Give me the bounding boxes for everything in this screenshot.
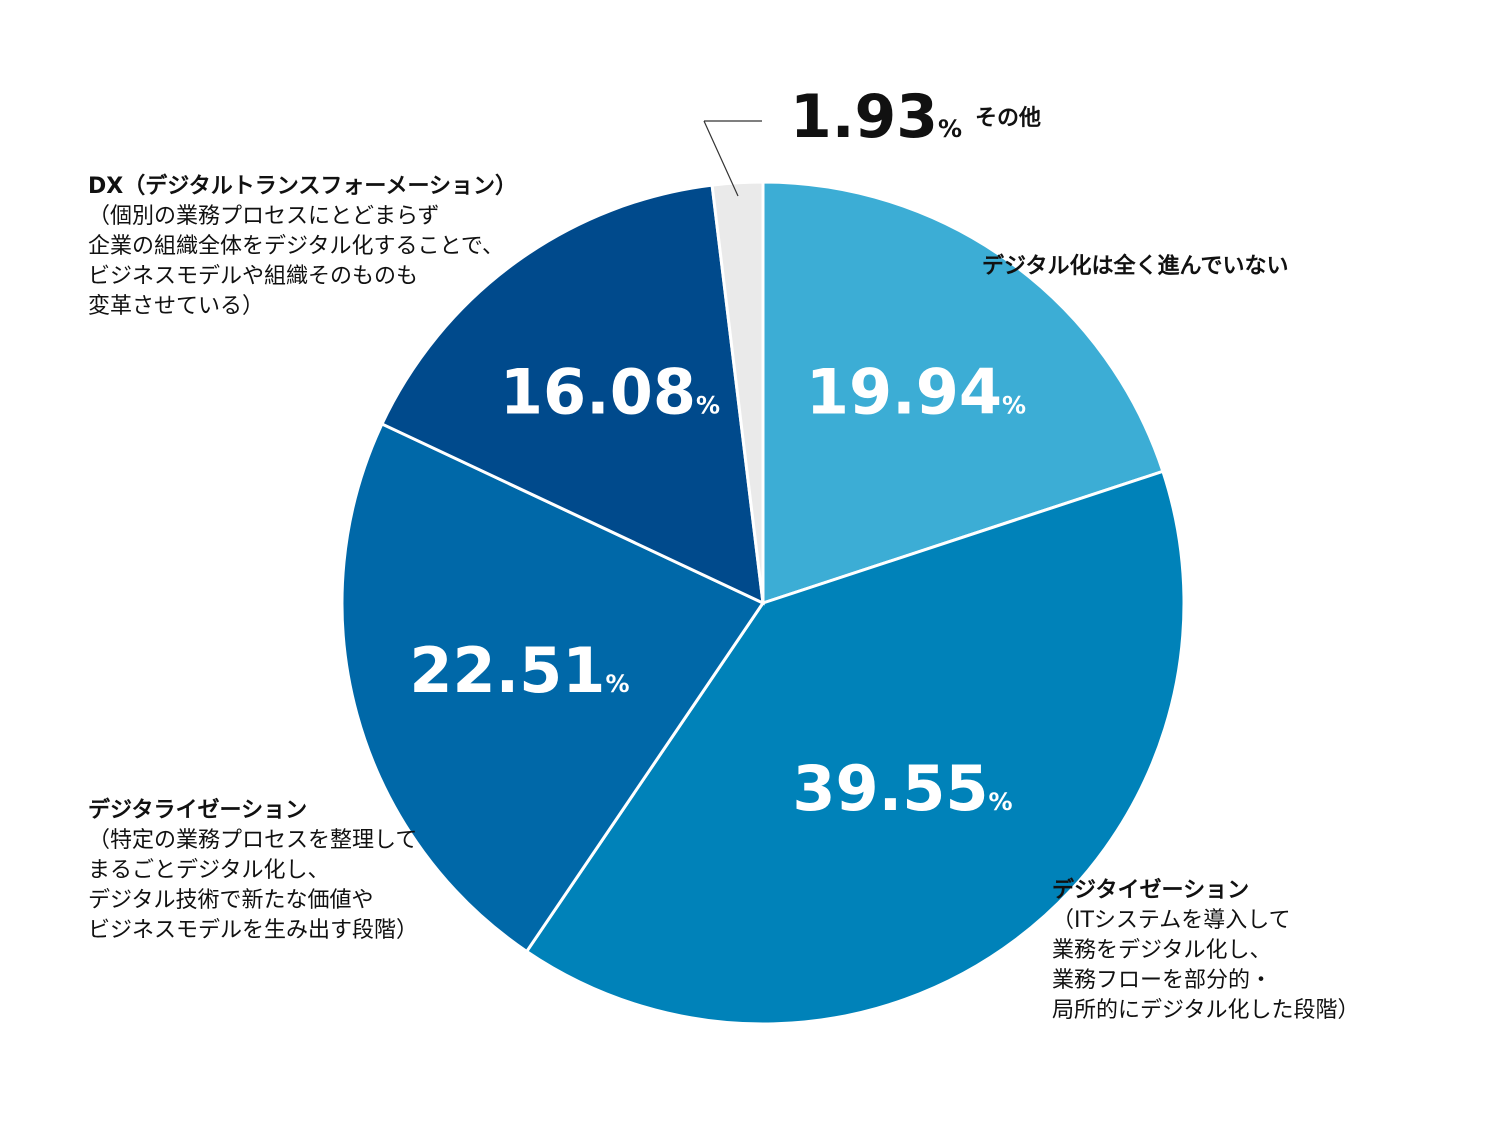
slice-dx-percent-label: 16.08%: [500, 356, 720, 429]
other-leader-line: [703, 120, 739, 197]
label-digitization-head: デジタイゼーション: [1052, 878, 1250, 903]
label-digitalization-line: まるごとデジタル化し、: [88, 858, 330, 883]
slice-other: [710, 180, 765, 604]
slice-not-digitized-percent-label: 19.94%: [806, 356, 1026, 429]
slice-digitalization-percent-label: 22.51%: [409, 634, 629, 707]
label-digitalization-line: （特定の業務プロセスを整理して: [88, 828, 418, 853]
other-value-label: 1.93%: [790, 82, 962, 152]
label-digitization: デジタイゼーション （ITシステムを導入して 業務をデジタル化し、 業務フローを…: [1052, 876, 1360, 1026]
label-dx-head: DX（デジタルトランスフォーメーション）: [88, 174, 518, 199]
label-dx: DX（デジタルトランスフォーメーション） （個別の業務プロセスにとどまらず 企業…: [88, 172, 517, 322]
label-digitization-line: （ITシステムを導入して: [1052, 908, 1291, 933]
label-digitization-line: 局所的にデジタル化した段階）: [1052, 998, 1360, 1023]
label-digitization-line: 業務フローを部分的・: [1052, 968, 1273, 993]
label-digitalization: デジタライゼーション （特定の業務プロセスを整理して まるごとデジタル化し、 デ…: [88, 796, 418, 946]
slice-digitization-percent-label: 39.55%: [792, 752, 1012, 825]
label-digitization-line: 業務をデジタル化し、: [1052, 938, 1272, 963]
other-category-label: その他: [975, 106, 1042, 131]
label-digitalization-head: デジタライゼーション: [88, 798, 308, 823]
slice-digitization: [524, 469, 1186, 1026]
label-not-digitized: デジタル化は全く進んでいない: [982, 252, 1288, 282]
pie-slices: [340, 180, 1186, 1026]
percent-labels: 19.94% 39.55% 22.51% 16.08%: [409, 356, 1026, 825]
other-unit: %: [938, 115, 963, 143]
label-digitalization-line: デジタル技術で新たな価値や: [88, 888, 374, 913]
label-dx-line: （個別の業務プロセスにとどまらず: [88, 204, 440, 229]
label-not-digitized-head: デジタル化は全く進んでいない: [982, 254, 1289, 279]
slice-not-digitized: [761, 180, 1165, 606]
label-dx-line: ビジネスモデルや組織そのものも: [88, 264, 419, 289]
label-dx-line: 変革させている）: [88, 294, 265, 319]
other-value: 1.93: [790, 82, 939, 152]
slice-digitalization: [340, 421, 766, 954]
label-dx-line: 企業の組織全体をデジタル化することで、: [88, 234, 505, 259]
label-digitalization-line: ビジネスモデルを生み出す段階）: [88, 918, 419, 943]
slice-dx: [379, 183, 765, 606]
